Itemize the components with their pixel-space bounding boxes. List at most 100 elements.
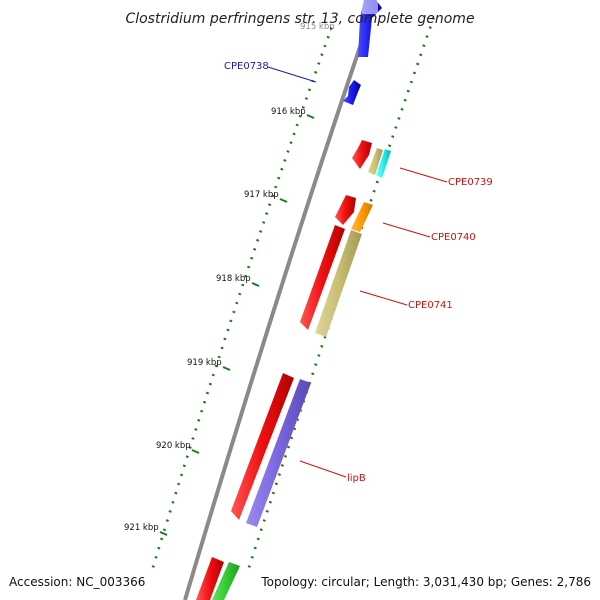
outer-minor-tick: [271, 491, 275, 495]
outer-minor-tick: [247, 565, 251, 568]
outer-minor-tick: [253, 546, 257, 550]
inner-minor-tick: [174, 491, 178, 495]
inner-minor-tick: [283, 158, 287, 162]
outer-minor-tick: [406, 89, 410, 93]
outer-minor-tick: [265, 509, 269, 513]
inner-minor-tick: [320, 53, 324, 57]
gene-red-1[interactable]: [352, 140, 372, 169]
footer-accession-bg: [5, 571, 147, 591]
outer-minor-tick: [391, 135, 395, 139]
tick-label-917-kbp: 917 kbp: [244, 190, 279, 200]
inner-minor-tick: [229, 319, 233, 323]
inner-minor-tick: [208, 382, 212, 386]
inner-minor-tick: [205, 391, 210, 395]
outer-minor-tick: [314, 363, 318, 367]
leader-cpe0738: [267, 66, 317, 83]
inner-minor-tick: [185, 455, 189, 459]
gene-green[interactable]: [212, 562, 240, 600]
summary-text: Topology: circular; Length: 3,031,430 bp…: [260, 575, 591, 589]
inner-minor-tick: [235, 301, 239, 305]
inner-minor-tick: [238, 292, 242, 296]
gene-red-3[interactable]: [300, 225, 345, 330]
inner-minor-tick: [232, 310, 236, 314]
inner-minor-tick: [223, 337, 227, 341]
inner-minor-tick: [177, 482, 181, 486]
outer-minor-tick: [311, 372, 315, 376]
outer-minor-tick: [262, 519, 266, 522]
outer-minor-tick: [280, 463, 284, 467]
tick-label-918-kbp: 918 kbp: [216, 274, 251, 284]
gene-cpe0741-khaki[interactable]: [315, 230, 362, 337]
inner-minor-tick: [162, 528, 167, 532]
inner-minor-tick: [262, 221, 266, 224]
inner-minor-tick: [171, 500, 175, 504]
inner-minor-tick: [314, 70, 318, 74]
inner-minor-tick: [202, 400, 207, 404]
outer-minor-tick: [428, 26, 432, 30]
inner-minor-tick: [244, 274, 248, 278]
inner-tick-ring: [151, 27, 333, 568]
inner-minor-tick: [247, 265, 251, 269]
inner-minor-tick: [197, 418, 201, 422]
outer-minor-tick: [277, 473, 281, 477]
label-lipb[interactable]: lipB: [347, 473, 366, 484]
inner-minor-tick: [194, 427, 198, 431]
inner-major-ticks: [159, 114, 315, 536]
inner-minor-tick: [165, 519, 169, 523]
outer-minor-tick: [422, 44, 426, 48]
map-title: Clostridium perfringens str. 13, complet…: [125, 11, 474, 27]
gene-cpe0739-khaki[interactable]: [368, 148, 383, 175]
outer-minor-tick: [369, 198, 373, 202]
tick-label-916-kbp: 916 kbp: [271, 107, 306, 117]
inner-minor-tick: [274, 185, 278, 189]
inner-minor-tick: [188, 446, 192, 450]
label-cpe0739[interactable]: CPE0739: [448, 177, 493, 188]
outer-minor-tick: [412, 71, 417, 75]
inner-minor-tick: [250, 256, 254, 260]
outer-minor-tick: [409, 80, 413, 84]
inner-minor-tick: [217, 355, 221, 359]
outer-minor-tick: [256, 537, 260, 541]
gene-red-4[interactable]: [231, 373, 294, 520]
inner-minor-tick: [317, 62, 321, 65]
gene-red-2[interactable]: [335, 195, 356, 225]
inner-minor-tick: [326, 35, 330, 39]
inner-minor-tick: [226, 328, 230, 332]
inner-minor-tick: [298, 114, 302, 118]
inner-minor-tick: [182, 464, 186, 468]
gene-lipb-purple[interactable]: [246, 379, 311, 527]
outer-minor-tick: [259, 528, 263, 532]
outer-minor-tick: [403, 98, 407, 102]
outer-minor-tick: [431, 17, 435, 20]
inner-minor-tick: [191, 437, 195, 440]
leader-cpe0739: [399, 167, 448, 183]
label-cpe0740[interactable]: CPE0740: [431, 232, 476, 243]
tick-label-920-kbp: 920 kbp: [156, 441, 191, 451]
gene-blue-top[interactable]: [358, 0, 382, 57]
inner-minor-tick: [168, 509, 172, 513]
gene-cpe0738[interactable]: [343, 80, 361, 105]
outer-minor-tick: [250, 555, 254, 559]
inner-minor-tick: [307, 88, 312, 92]
outer-minor-tick: [286, 445, 291, 449]
label-cpe0741[interactable]: CPE0741: [408, 300, 453, 311]
inner-minor-tick: [151, 565, 155, 568]
outer-minor-tick: [394, 126, 398, 129]
outer-minor-tick: [274, 482, 278, 486]
inner-minor-tick: [200, 409, 204, 413]
outer-minor-tick: [400, 107, 404, 111]
inner-minor-tick: [295, 123, 299, 127]
inner-minor-tick: [268, 203, 272, 207]
leader-cpe0741: [359, 290, 408, 306]
label-cpe0738[interactable]: CPE0738: [224, 61, 269, 72]
inner-minor-tick: [286, 150, 290, 153]
gene-red-5[interactable]: [196, 557, 224, 600]
outer-minor-tick: [268, 500, 272, 504]
gene-cpe0740-orange[interactable]: [351, 202, 373, 232]
outer-minor-tick: [419, 53, 423, 57]
outer-minor-tick: [375, 180, 379, 184]
inner-minor-tick: [329, 27, 333, 30]
gene-cpe0739-cyan[interactable]: [376, 149, 391, 178]
inner-minor-tick: [292, 132, 296, 136]
